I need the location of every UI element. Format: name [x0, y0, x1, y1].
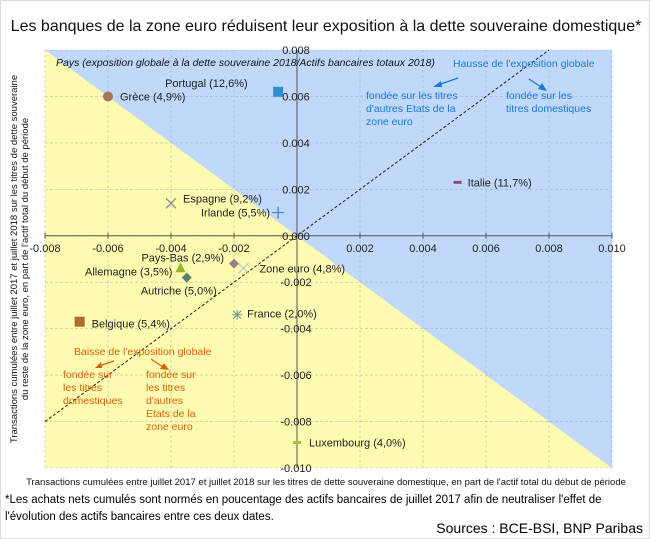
y-tick-label: 0.004: [282, 138, 310, 150]
arrow-icon: [160, 363, 169, 370]
footnote: *Les achats nets cumulés sont normés en …: [5, 494, 602, 523]
arrow-icon: [528, 78, 542, 88]
marker-plus: [272, 206, 285, 219]
arrow-icon: [538, 83, 547, 91]
region-yellow: [45, 50, 612, 468]
point-label: Allemagne (3,5%): [85, 266, 172, 278]
marker-star: [232, 309, 243, 320]
reference-line-y-equals-x: [44, 49, 550, 422]
y-tick-label: -0.008: [280, 417, 311, 429]
x-tick-label: -0.002: [218, 243, 249, 255]
y-axis-label: Transactions cumulées entre juillet 2017…: [9, 75, 31, 443]
marker-diamond: [229, 258, 239, 269]
annotation-baisse-autres: Etats de la: [146, 408, 196, 420]
point-label: Italie (11,7%): [468, 177, 532, 189]
x-tick-label: 0.006: [472, 243, 500, 255]
point-label: Espagne (9,2%): [183, 193, 262, 205]
arrow-icon: [150, 358, 164, 368]
marker-x: [238, 262, 249, 274]
x-tick-label: 0.004: [409, 243, 437, 255]
point-label: Zone euro (4,8%): [259, 263, 345, 275]
arrow-icon: [95, 362, 102, 368]
marker-square: [74, 316, 85, 327]
annotation-hausse-domestique: fondée sur les: [506, 90, 572, 102]
y-tick-label: -0.002: [280, 277, 311, 289]
x-tick-label: -0.008: [29, 243, 60, 255]
marker-dash: [293, 440, 301, 444]
point-label: Irlande (5,5%): [201, 208, 270, 220]
annotation-baisse-autres: les titres: [146, 382, 185, 394]
point-label: Luxembourg (4,0%): [309, 437, 406, 449]
y-tick-label: 0.006: [282, 91, 310, 103]
annotation-hausse-domestique: titres domestiques: [506, 103, 591, 115]
annotation-baisse-domestique: domestiques: [63, 395, 123, 407]
y-axis-label-line: du reste de la zone euro, en part de l'a…: [20, 118, 31, 400]
annotation-hausse-autres: zone euro: [366, 116, 413, 128]
annotation-hausse-autres: fondée sur les titres: [366, 90, 458, 102]
x-tick-label: -0.004: [155, 243, 186, 255]
sources: Sources : BCE-BSI, BNP Paribas: [436, 520, 643, 536]
y-tick-label: 0.002: [282, 184, 310, 196]
point-label: France (2,0%): [247, 309, 317, 321]
x-axis-label: Transactions cumulées entre juillet 2017…: [26, 477, 626, 488]
annotation-baisse-autres: fondée sur: [146, 369, 196, 381]
x-tick-label: -0.006: [92, 243, 123, 255]
point-label: Pays-Bas (2,9%): [141, 253, 224, 265]
marker-x: [165, 197, 177, 209]
x-tick-label: 0.008: [535, 243, 563, 255]
y-tick-label: -0.010: [280, 463, 311, 475]
annotation-baisse-autres: zone euro: [146, 421, 193, 433]
chart-title: Les banques de la zone euro réduisent le…: [11, 18, 642, 35]
y-tick-label: -0.004: [280, 324, 311, 336]
marker-circle: [103, 91, 113, 102]
annotation-baisse-domestique: les titres: [63, 382, 102, 394]
annotation-baisse-autres: d'autres: [146, 395, 183, 407]
annotation-hausse-autres: d'autres Etats de la: [366, 103, 456, 115]
point-label: Autriche (5,0%): [141, 286, 217, 298]
point-label: Portugal (12,6%): [165, 78, 248, 90]
marker-square: [273, 86, 284, 97]
y-tick-label: -0.006: [280, 370, 311, 382]
point-label: Belgique (5,4%): [92, 319, 170, 331]
marker-dash: [453, 180, 462, 184]
y-axis-label-line: Transactions cumulées entre juillet 2017…: [9, 75, 20, 443]
annotation-baisse-domestique: fondée sur: [63, 369, 113, 381]
scatter-chart: Les banques de la zone euro réduisent le…: [9, 18, 642, 488]
y-tick-label: 0.008: [282, 45, 310, 57]
arrow-icon: [433, 81, 442, 87]
x-tick-label: 0.010: [598, 243, 626, 255]
marker-triangle: [175, 262, 186, 273]
x-tick-label: 0.002: [346, 243, 374, 255]
marker-diamond: [181, 272, 192, 283]
chart-subtitle: Pays (exposition globale à la dette souv…: [56, 57, 435, 69]
annotation-hausse: Hausse de l'exposition globale: [453, 58, 595, 70]
point-label: Grèce (4,9%): [120, 91, 185, 103]
annotation-baisse: Baisse de l'exposition globale: [74, 346, 212, 358]
